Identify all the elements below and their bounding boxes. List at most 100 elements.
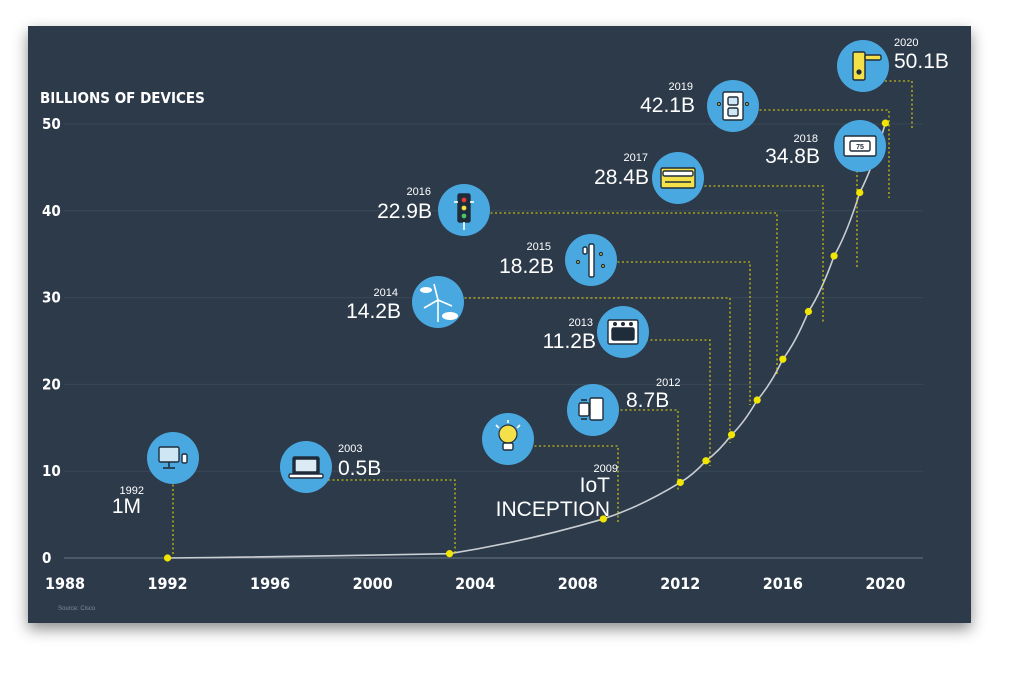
- icon-part: [498, 424, 518, 444]
- icon-part: [460, 204, 468, 212]
- annotation-year: 2018: [794, 133, 818, 145]
- annotation-year: 2017: [624, 152, 648, 164]
- data-point: [856, 188, 864, 197]
- icon-part: [727, 107, 739, 117]
- icon-part: [744, 101, 750, 107]
- icon-part: [158, 446, 180, 463]
- data-point: [804, 307, 813, 316]
- credit-card-icon: [652, 152, 704, 204]
- icon-part: [460, 212, 468, 220]
- data-point: [445, 550, 454, 558]
- annotation-year: 2013: [569, 317, 593, 329]
- annotation-value: IoT: [580, 474, 611, 497]
- data-point: [676, 478, 684, 487]
- annotation-year: 2016: [407, 186, 431, 198]
- x-tick-label: 2004: [455, 574, 495, 593]
- thermostat-icon: 75: [834, 120, 886, 172]
- icon-part: [716, 101, 722, 107]
- data-point: [753, 396, 761, 404]
- y-tick-label: 20: [42, 375, 61, 393]
- annotation-year: 2003: [338, 443, 362, 455]
- icon-part: [495, 424, 500, 429]
- x-tick-label: 2008: [558, 574, 598, 593]
- annotation-value: 8.7B: [626, 389, 669, 412]
- laptop-icon: [280, 441, 332, 493]
- icon-part: [516, 424, 521, 429]
- street-light-icon: [565, 234, 617, 286]
- x-tick-label: 1992: [148, 574, 188, 593]
- source-note: Source: Cisco: [58, 606, 96, 612]
- leader-line: [700, 185, 824, 322]
- annotation-value: 34.8B: [765, 145, 820, 168]
- x-tick-label: 2020: [865, 574, 905, 593]
- annotation-value: 22.9B: [377, 200, 432, 223]
- annotation-value: 28.4B: [594, 166, 649, 189]
- annotation-value: 50.1B: [894, 50, 949, 73]
- annotation-leaders: [172, 80, 913, 556]
- leader-line: [613, 261, 751, 405]
- leader-line: [646, 339, 711, 466]
- icon-part: [849, 140, 871, 152]
- data-point: [779, 355, 787, 363]
- oven-icon: [597, 306, 649, 358]
- icon-part: [864, 54, 882, 61]
- traffic-light-icon: [438, 184, 490, 236]
- wind-turbine-icon: [412, 276, 464, 328]
- desktop-computer-icon: [147, 432, 199, 484]
- leader-line: [460, 297, 731, 443]
- annotation-value: 18.2B: [499, 255, 554, 278]
- icon-part: [856, 69, 862, 75]
- icon-part: [611, 327, 635, 341]
- chart-card: BILLIONS OF DEVICES Source: Cisco 0 10 20 3…: [28, 26, 971, 623]
- annotation-value: 14.2B: [346, 300, 401, 323]
- annotation-year: 2015: [527, 241, 551, 253]
- iot-growth-chart: BILLIONS OF DEVICES Source: Cisco 0 10 20 3…: [40, 37, 949, 612]
- thermostat-reading: 75: [856, 144, 864, 151]
- y-axis-title: BILLIONS OF DEVICES: [40, 89, 205, 107]
- icon-part: [620, 322, 625, 327]
- annotation-value: 0.5B: [338, 457, 381, 480]
- smartwatch-phone-icon: [567, 384, 619, 436]
- data-point-markers: [163, 119, 889, 562]
- icon-part: [612, 322, 617, 327]
- x-tick-label: 1996: [250, 574, 290, 593]
- x-tick-label: 1988: [45, 574, 85, 593]
- y-tick-label: 0: [42, 549, 51, 567]
- icon-part: [628, 322, 633, 327]
- icon-part: [589, 397, 604, 421]
- leader-line: [328, 479, 456, 553]
- data-point: [599, 515, 607, 523]
- data-point: [881, 119, 889, 127]
- smart-lock-icon: [837, 40, 889, 92]
- y-tick-label: 30: [42, 289, 61, 307]
- device-count-curve: [167, 122, 887, 559]
- annotation-year: 1992: [120, 485, 144, 497]
- icon-part: [433, 283, 439, 301]
- annotation-year: 2014: [374, 287, 398, 299]
- leader-line: [885, 80, 913, 128]
- icon-part: [437, 299, 453, 307]
- data-point: [702, 457, 710, 465]
- icon-part: [600, 263, 606, 269]
- smart-switch-icon: [707, 80, 759, 132]
- icon-part: [423, 299, 439, 309]
- annotation-value: 1M: [112, 495, 141, 518]
- x-tick-label: 2000: [353, 574, 393, 593]
- icon-part: [582, 246, 588, 255]
- data-point: [830, 252, 838, 260]
- icon-part: [588, 243, 595, 278]
- leader-line: [616, 409, 679, 491]
- y-axis-ticks: 0 10 20 30 40 50: [42, 115, 61, 567]
- annotation-value: 42.1B: [640, 94, 695, 117]
- icon-part: [727, 96, 739, 106]
- annotation-value: 11.2B: [543, 330, 596, 353]
- annotation-year: 2020: [894, 37, 918, 49]
- icon-part: [294, 458, 318, 473]
- icon-part: [575, 259, 581, 265]
- annotation-year: 2019: [669, 81, 693, 93]
- annotation-value-line2: INCEPTION: [496, 498, 610, 521]
- data-point: [163, 554, 172, 562]
- icon-part: [442, 312, 458, 320]
- x-tick-label: 2012: [660, 574, 700, 593]
